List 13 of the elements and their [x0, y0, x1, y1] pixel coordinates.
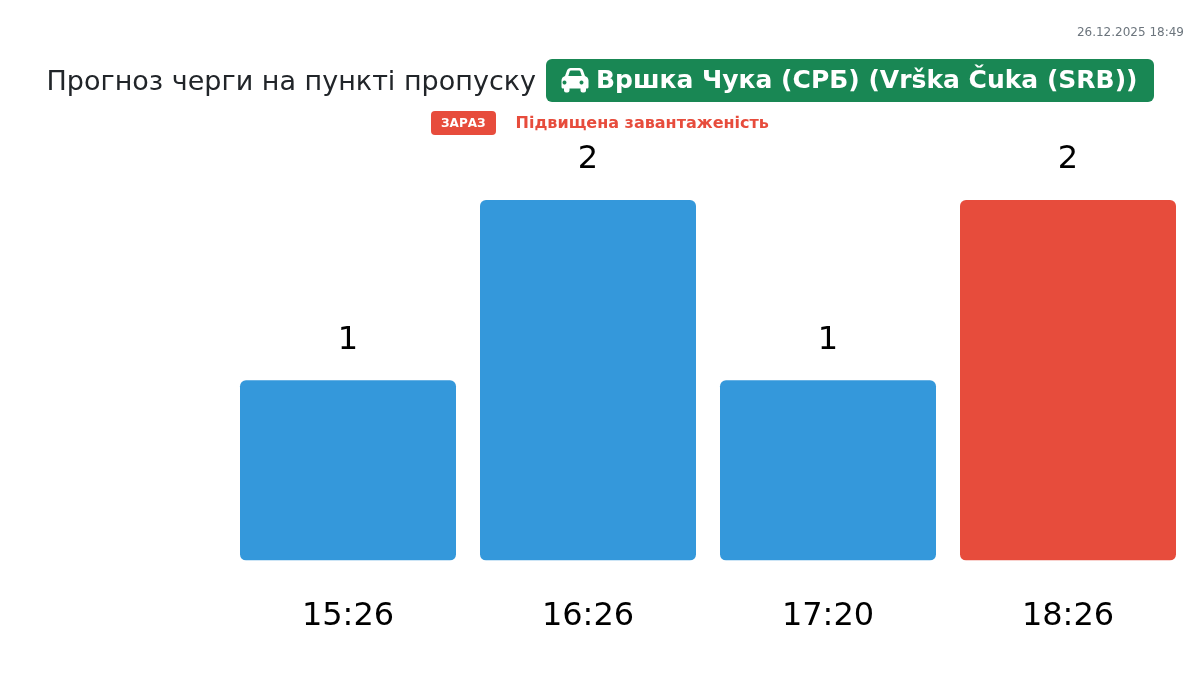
text: 26.12.2025 18:49: [1076, 24, 1184, 40]
x-tick-label: 16:26: [541, 595, 635, 634]
data-label: 2: [1057, 138, 1079, 177]
data-label: 1: [817, 318, 839, 357]
x-tick-label: 17:20: [781, 595, 875, 634]
chart-title: Прогноз черги на пункті пропуску: [46, 63, 537, 98]
text: ЗАРАЗ: [431, 111, 496, 135]
x-tick-label: 18:26: [1021, 595, 1115, 634]
x-tick-label: 15:26: [301, 595, 395, 634]
chart-subtitle: Вршка Чука (СРБ) (Vrška Čuka (SRB)): [596, 64, 1138, 96]
data-label: 1: [337, 318, 359, 357]
data-label: 2: [577, 138, 599, 177]
text: Підвищена завантаженість: [515, 113, 769, 133]
